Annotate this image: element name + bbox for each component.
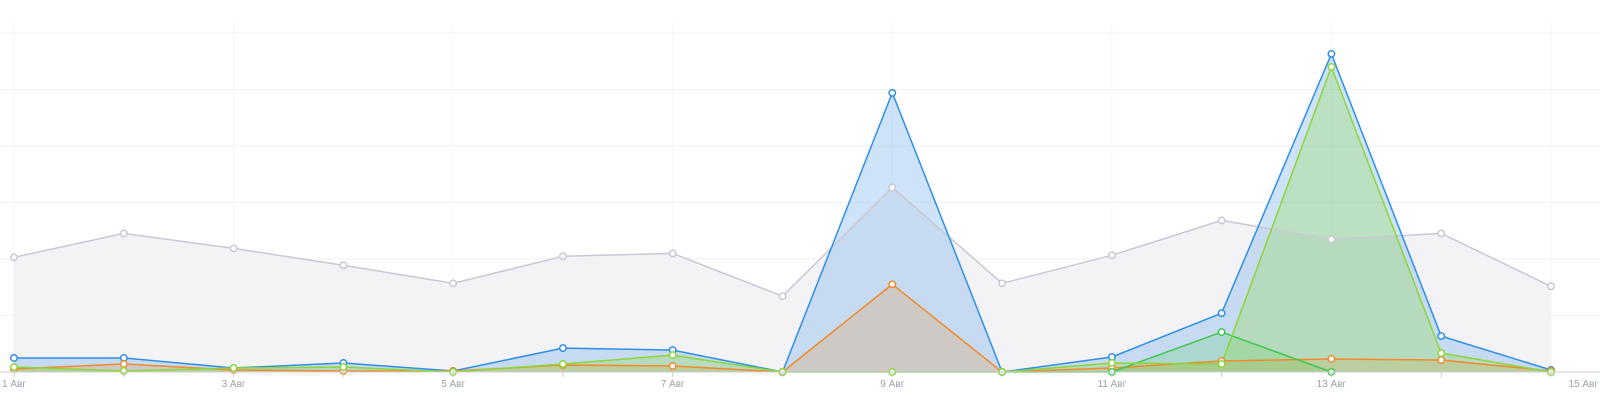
series-2-point[interactable] xyxy=(1437,332,1446,341)
series-1-area xyxy=(14,187,1551,372)
series-2-point[interactable] xyxy=(558,344,567,353)
series-5-area xyxy=(14,66,1551,373)
x-tick-label: 1 Авг xyxy=(2,379,26,390)
series-1-point[interactable] xyxy=(1107,251,1116,260)
x-tick-label: 9 Авг xyxy=(880,379,904,390)
x-tick-label: 11 Авг xyxy=(1097,379,1126,390)
series-1-point[interactable] xyxy=(119,229,128,238)
x-tick-label: 15 Авг xyxy=(1568,379,1598,390)
x-tick-label: 5 Авг xyxy=(441,379,465,390)
series-3-point[interactable] xyxy=(1437,356,1446,364)
series-2-point[interactable] xyxy=(1217,309,1226,318)
series-4-area xyxy=(1002,332,1332,372)
series-5-point[interactable] xyxy=(1217,360,1226,368)
series-1-point[interactable] xyxy=(778,292,787,301)
series-points xyxy=(10,49,1555,376)
series-5-point[interactable] xyxy=(668,351,677,360)
series-4-point[interactable] xyxy=(1217,328,1226,337)
series-3-area xyxy=(14,284,1551,372)
series-5-point[interactable] xyxy=(229,364,238,372)
series-1-point[interactable] xyxy=(1217,216,1226,225)
series-2-point[interactable] xyxy=(1327,49,1336,58)
series-1-point[interactable] xyxy=(1547,282,1555,291)
series-5-point[interactable] xyxy=(1107,359,1116,367)
series-1-point[interactable] xyxy=(339,261,348,270)
series-3-point[interactable] xyxy=(119,360,128,368)
series-3-point[interactable] xyxy=(668,362,677,370)
series-5-point[interactable] xyxy=(339,363,348,371)
x-tick-label: 3 Авг xyxy=(222,379,246,390)
x-axis: 1 Авг 3 Авг 5 Авг 7 Авг 9 Авг 11 Авг 13 Авг 15 … xyxy=(0,371,1600,390)
series-2-area xyxy=(14,53,1551,373)
series-1-point[interactable] xyxy=(449,279,458,288)
series-1-point[interactable] xyxy=(10,253,18,262)
series-1-point[interactable] xyxy=(1437,229,1446,238)
series-1-point[interactable] xyxy=(668,249,677,258)
series-5-point[interactable] xyxy=(558,360,567,368)
series-5-point[interactable] xyxy=(1437,349,1446,358)
series-1-point[interactable] xyxy=(558,252,567,261)
x-tick-label: 7 Авг xyxy=(661,379,685,390)
series-1-point[interactable] xyxy=(998,279,1007,288)
series-1-point[interactable] xyxy=(1327,235,1336,244)
series-3-point[interactable] xyxy=(1327,355,1336,363)
series-2-point[interactable] xyxy=(10,354,18,362)
series-1-point[interactable] xyxy=(229,244,238,253)
series-2-point[interactable] xyxy=(888,88,897,97)
series-1-point[interactable] xyxy=(888,183,897,192)
series-areas xyxy=(14,53,1551,373)
series-5-point[interactable] xyxy=(1327,62,1336,71)
x-tick-label: 13 Авг xyxy=(1317,379,1347,390)
series-5-point[interactable] xyxy=(10,363,18,371)
series-3-point[interactable] xyxy=(888,280,897,289)
